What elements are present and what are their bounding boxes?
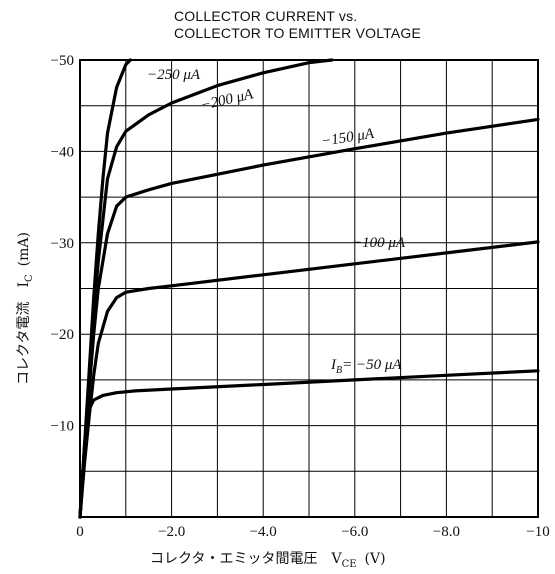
x-tick-label: −8.0 [433,524,460,540]
x-tick-label: −4.0 [250,524,277,540]
chart-title-line1: COLLECTOR CURRENT vs. [174,8,357,24]
x-tick-label: −2.0 [158,524,185,540]
curves [78,58,540,519]
x-axis-label-main: コレクタ・エミッタ間電圧 V [150,551,342,567]
x-axis-label-unit: (V) [365,551,386,567]
y-tick-label: −50 [51,53,74,69]
y-tick-label: −30 [51,236,74,252]
label-250uA: −250 μA [147,67,201,83]
x-tick-label: −6.0 [341,524,368,540]
series-line-4 [78,58,132,519]
y-tick-label: −10 [51,419,74,435]
chart-title-line2: COLLECTOR TO EMITTER VOLTAGE [174,25,421,41]
y-axis-label-main: コレクタ電流 I [16,282,32,385]
x-axis-label-sub: CE [342,559,357,570]
plot-frame [79,59,539,518]
y-axis-label-unit: (mA) [16,232,32,266]
label-100uA: −100 μA [352,235,406,251]
y-tick-label: −20 [51,327,74,343]
y-tick-label: −40 [51,144,74,160]
y-axis-label: コレクタ電流 IC (mA) [16,232,35,385]
x-tick-label: −10 [526,524,549,540]
label-50uA-rest: = −50 μA [342,357,402,373]
label-50uA-I: I [330,357,337,373]
y-axis-label-sub: C [24,274,35,282]
label-50uA: IB= −50 μA [330,357,402,376]
x-tick-label: 0 [76,524,84,540]
grid [80,60,538,517]
label-50uA-sub: B [336,365,342,376]
tick-labels: 0 −2.0 −4.0 −6.0 −8.0 −10 −10 −20 −30 −40 −50 [51,53,550,540]
x-axis-label: コレクタ・エミッタ間電圧 VCE (V) [150,551,386,570]
